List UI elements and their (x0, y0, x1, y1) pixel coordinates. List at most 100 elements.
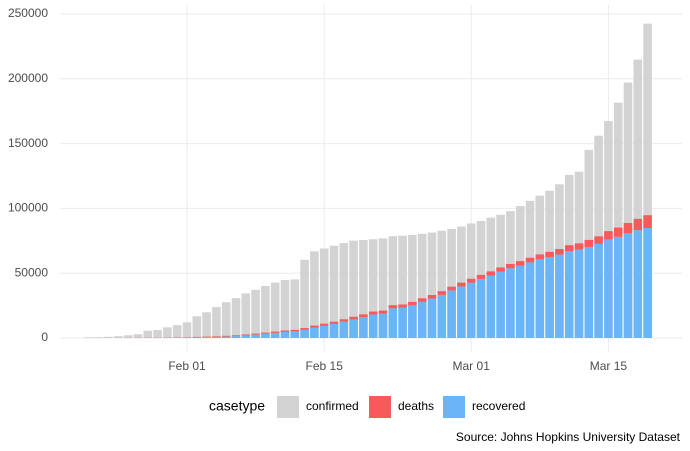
bar (349, 316, 358, 320)
bar (310, 325, 319, 328)
bar (623, 222, 633, 234)
bar (192, 316, 202, 338)
bar (339, 243, 349, 338)
bar (388, 236, 398, 338)
bar (476, 278, 486, 338)
bar (535, 259, 545, 338)
bar (506, 268, 515, 338)
bar (290, 279, 300, 338)
bar (398, 304, 407, 308)
bar (408, 301, 417, 306)
legend-key (443, 396, 465, 418)
bar (417, 298, 427, 302)
y-tick-label: 100000 (8, 201, 48, 215)
legend-label: deaths (398, 399, 434, 413)
bar (339, 321, 349, 338)
bar (319, 325, 329, 338)
bar (319, 248, 329, 338)
x-tick-label: Mar 15 (590, 359, 628, 373)
bar (388, 305, 398, 309)
bar (466, 282, 476, 338)
bar (84, 337, 94, 338)
bar (466, 278, 476, 283)
bar (300, 329, 309, 338)
bar (212, 336, 221, 337)
bar (496, 267, 505, 272)
bar (241, 335, 251, 338)
bar (643, 215, 652, 229)
bar (231, 336, 241, 338)
y-tick-label: 150000 (8, 136, 48, 150)
y-tick-label: 0 (41, 330, 48, 344)
bar (261, 332, 270, 334)
legend-label: confirmed (306, 399, 359, 413)
bar (427, 298, 437, 338)
bar (349, 319, 358, 338)
bar (241, 334, 251, 336)
bar (241, 293, 251, 338)
legend-key (277, 396, 299, 418)
bar (594, 236, 603, 244)
bar (613, 236, 623, 338)
bar (643, 228, 652, 338)
bar (613, 227, 623, 237)
bar (104, 336, 113, 338)
bar (437, 230, 447, 338)
bar (643, 23, 652, 339)
bar (408, 234, 417, 338)
bar (329, 323, 339, 338)
bar (212, 307, 221, 338)
bar (221, 336, 231, 338)
bar (359, 317, 368, 338)
bar (368, 239, 378, 338)
bar (427, 295, 437, 299)
bar (261, 333, 270, 338)
bar (564, 245, 574, 252)
x-tick-label: Mar 01 (453, 359, 491, 373)
bar (437, 291, 447, 295)
legend-title: casetype (209, 398, 265, 414)
x-tick-label: Feb 01 (168, 359, 206, 373)
bar (555, 254, 564, 338)
bar (584, 239, 594, 247)
bar (437, 294, 447, 338)
bar (535, 254, 545, 260)
bar (398, 235, 407, 338)
bar (123, 335, 133, 338)
bar (172, 325, 182, 338)
bar (378, 238, 388, 338)
bar (368, 311, 378, 315)
bar (192, 337, 202, 338)
bar (457, 226, 466, 338)
bar (633, 230, 643, 338)
legend-label: recovered (472, 399, 525, 413)
bar (506, 263, 515, 269)
bar (378, 313, 388, 338)
bar (339, 319, 349, 322)
bar (486, 271, 496, 276)
bar (447, 228, 456, 338)
bar (251, 333, 260, 335)
bar (221, 335, 231, 337)
bar (398, 307, 407, 338)
bar (270, 282, 280, 338)
bar (280, 330, 290, 332)
bar (300, 328, 309, 330)
bar (633, 59, 643, 339)
bar (114, 336, 123, 338)
bar (417, 301, 427, 338)
bar (261, 285, 270, 338)
bar (408, 305, 417, 338)
bar (280, 331, 290, 338)
bar (300, 259, 309, 338)
bar (163, 327, 172, 338)
bar (594, 243, 603, 338)
bar (143, 330, 153, 338)
bar (270, 332, 280, 338)
bar (329, 321, 339, 324)
bar (359, 239, 368, 338)
x-tick-label: Feb 15 (306, 359, 344, 373)
bar (427, 232, 437, 338)
bar (574, 243, 584, 250)
